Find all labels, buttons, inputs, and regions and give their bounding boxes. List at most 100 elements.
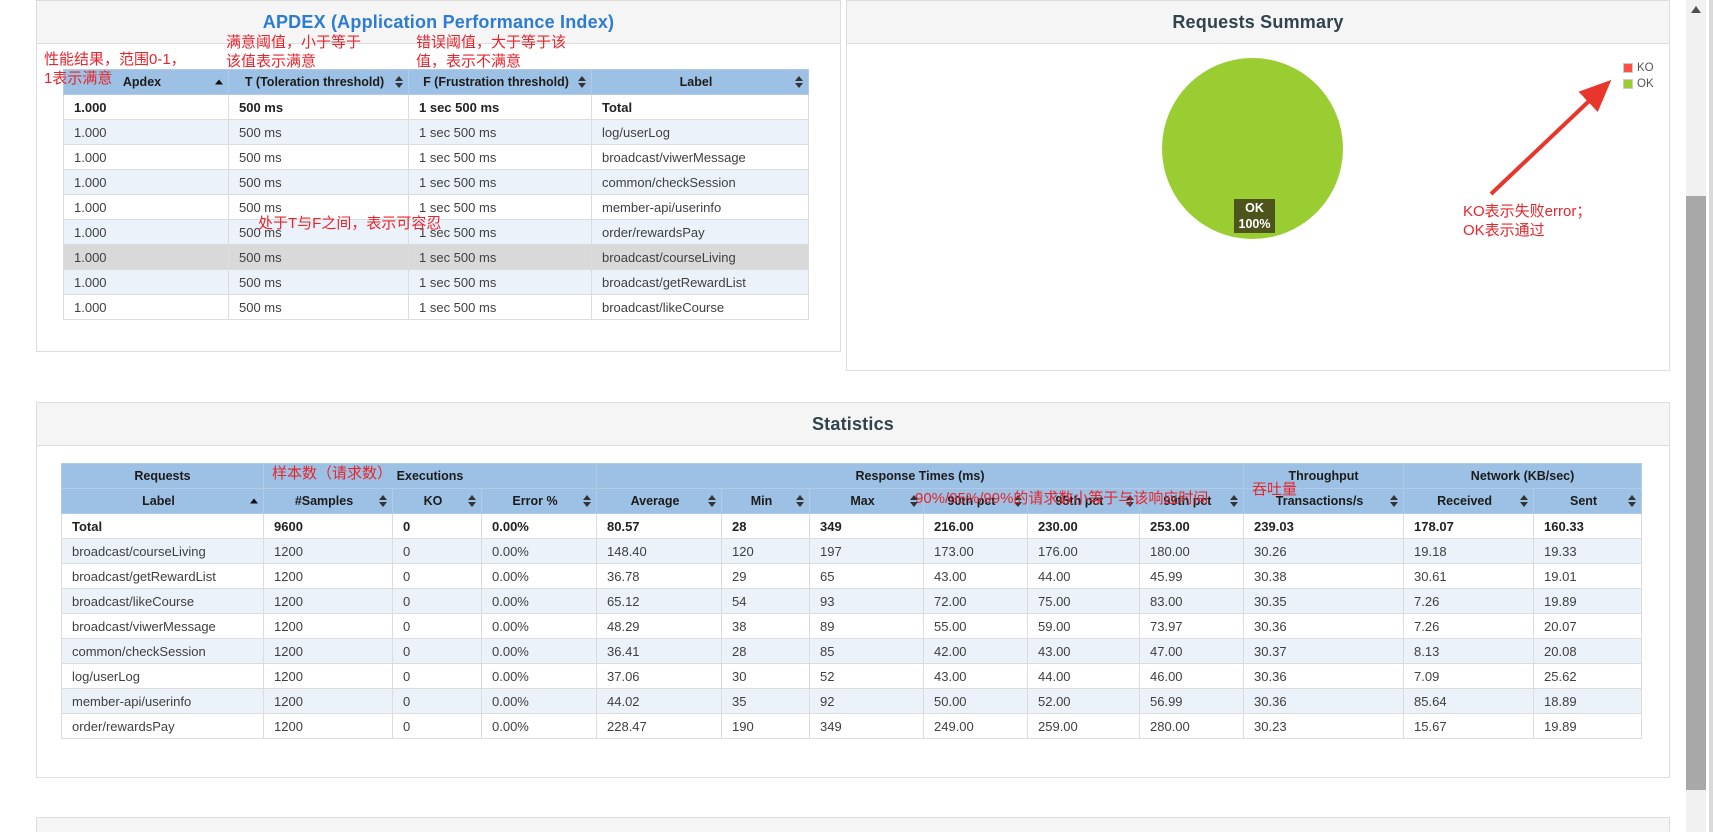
table-cell: 30.36: [1243, 688, 1405, 714]
table-cell: order/rewardsPay: [591, 219, 809, 245]
table-cell: 197: [809, 538, 924, 564]
annotation-line: 错误阈值，大于等于该: [416, 34, 567, 51]
column-header-label: Max: [850, 494, 875, 508]
column-header[interactable]: Max: [809, 488, 924, 514]
column-header[interactable]: F (Frustration threshold): [408, 69, 592, 95]
annotation-percentiles: 90%/95%/99%的请求数小等于与该响应时间: [915, 490, 1209, 507]
table-cell: member-api/userinfo: [591, 194, 809, 220]
table-cell: 1.000: [63, 294, 229, 320]
table-row: common/checkSession 1200 0 0.00% 36.41 28 85 42…: [61, 638, 1643, 664]
column-header[interactable]: Average: [596, 488, 722, 514]
column-header[interactable]: Received: [1403, 488, 1535, 514]
column-header[interactable]: Sent: [1533, 488, 1643, 514]
table-cell: 44.00: [1027, 563, 1140, 589]
table-cell: broadcast/getRewardList: [61, 563, 264, 589]
column-header[interactable]: KO: [392, 488, 482, 514]
table-cell: log/userLog: [591, 119, 809, 145]
table-cell: 65: [809, 563, 924, 589]
column-header[interactable]: Apdex: [63, 69, 229, 95]
table-cell: 259.00: [1027, 713, 1140, 739]
legend-item-ok: OK: [1623, 77, 1654, 90]
ok-swatch-icon: [1623, 78, 1633, 89]
column-header[interactable]: 99th pct: [1138, 488, 1245, 514]
table-cell: 160.33: [1533, 513, 1643, 539]
annotation-line: 性能结果，范围0-1，: [44, 51, 186, 68]
table-row: 1.000 500 ms 1 sec 500 ms broadcast/viwerMe…: [63, 144, 809, 170]
table-cell: 190: [721, 713, 810, 739]
annotation-arrow-icon: [1489, 79, 1612, 196]
table-cell: 349: [809, 713, 924, 739]
pie-label-status: OK: [1245, 201, 1264, 215]
table-cell: 38: [721, 613, 810, 639]
table-cell: 1200: [263, 663, 393, 689]
sort-both-icon: [379, 495, 387, 507]
table-cell: 1200: [263, 613, 393, 639]
column-group-header: Requests: [61, 463, 264, 489]
column-header[interactable]: Error %: [481, 488, 597, 514]
table-cell: 80.57: [596, 513, 722, 539]
table-cell: 216.00: [923, 513, 1028, 539]
column-header[interactable]: 90th pct: [923, 488, 1028, 514]
requests-summary-title: Requests Summary: [1172, 11, 1344, 32]
apdex-panel-heading: APDEX (Application Performance Index): [37, 1, 840, 44]
table-cell: 28: [721, 638, 810, 664]
table-row: log/userLog 1200 0 0.00% 37.06 30 52 43.00 44.00…: [61, 663, 1643, 689]
table-cell: 50.00: [923, 688, 1028, 714]
column-header[interactable]: Label: [591, 69, 809, 95]
scrollbar-thumb[interactable]: [1686, 196, 1706, 790]
table-cell: 230.00: [1027, 513, 1140, 539]
annotation-tolerable: 处于T与F之间，表示可容忍: [258, 215, 442, 232]
annotation-throughput: 吞吐量: [1252, 481, 1298, 498]
table-cell: 280.00: [1138, 713, 1245, 739]
table-cell: 500 ms: [228, 269, 409, 295]
table-cell: 1 sec 500 ms: [408, 294, 592, 320]
sort-both-icon: [468, 495, 476, 507]
sort-both-icon: [708, 495, 716, 507]
table-cell: 0.00%: [481, 563, 597, 589]
table-cell: 176.00: [1027, 538, 1140, 564]
annotation-toleration: 满意阈值，小于等于 该值表示满意: [226, 33, 361, 71]
table-cell: 1 sec 500 ms: [408, 144, 592, 170]
table-cell: 120: [721, 538, 810, 564]
column-header[interactable]: #Samples: [263, 488, 393, 514]
column-header[interactable]: 95th pct: [1027, 488, 1140, 514]
sort-both-icon: [1628, 495, 1637, 507]
table-cell: 20.08: [1533, 638, 1643, 664]
table-cell: 36.78: [596, 563, 722, 589]
table-cell: 35: [721, 688, 810, 714]
table-row: member-api/userinfo 1200 0 0.00% 44.02 35 92 50…: [61, 688, 1643, 714]
table-cell: 46.00: [1138, 663, 1245, 689]
legend-item-ko: KO: [1623, 61, 1654, 74]
column-header[interactable]: Label: [61, 488, 264, 514]
table-cell: Total: [61, 513, 264, 539]
table-cell: 239.03: [1243, 513, 1405, 539]
table-cell: 55.00: [923, 613, 1028, 639]
table-cell: 43.00: [923, 563, 1028, 589]
column-header[interactable]: Transactions/s: [1243, 488, 1405, 514]
table-cell: 500 ms: [228, 94, 409, 120]
table-cell: 42.00: [923, 638, 1028, 664]
column-header-label: 99th pct: [1163, 494, 1212, 508]
table-cell: 44.02: [596, 688, 722, 714]
table-cell: 45.99: [1138, 563, 1245, 589]
table-row: 1.000 500 ms 1 sec 500 ms log/userLog: [63, 119, 809, 145]
column-header[interactable]: Min: [721, 488, 810, 514]
table-row: Total 9600 0 0.00% 80.57 28 349 216.00 230.00 253…: [61, 513, 1643, 539]
table-cell: 500 ms: [228, 169, 409, 195]
column-header-label: KO: [423, 494, 443, 508]
column-header[interactable]: T (Toleration threshold): [228, 69, 409, 95]
table-row: 1.000 500 ms 1 sec 500 ms broadcast/likeCou…: [63, 294, 809, 320]
table-cell: 0: [392, 513, 482, 539]
table-row: 1.000 500 ms 1 sec 500 ms broadcast/getRewa…: [63, 269, 809, 295]
table-cell: broadcast/courseLiving: [61, 538, 264, 564]
scrollbar-up-icon[interactable]: [1686, 0, 1706, 18]
table-cell: 15.67: [1403, 713, 1535, 739]
annotation-line: 值，表示不满意: [416, 53, 522, 70]
statistics-table: Requests Executions Response Times (ms) Thr…: [61, 463, 1643, 739]
column-group-header: Network (KB/sec): [1403, 463, 1643, 489]
sort-asc-icon: [250, 498, 258, 504]
table-cell: 0: [392, 663, 482, 689]
table-row: broadcast/viwerMessage 1200 0 0.00% 48.29 38 8…: [61, 613, 1643, 639]
table-cell: 500 ms: [228, 294, 409, 320]
table-cell: 228.47: [596, 713, 722, 739]
